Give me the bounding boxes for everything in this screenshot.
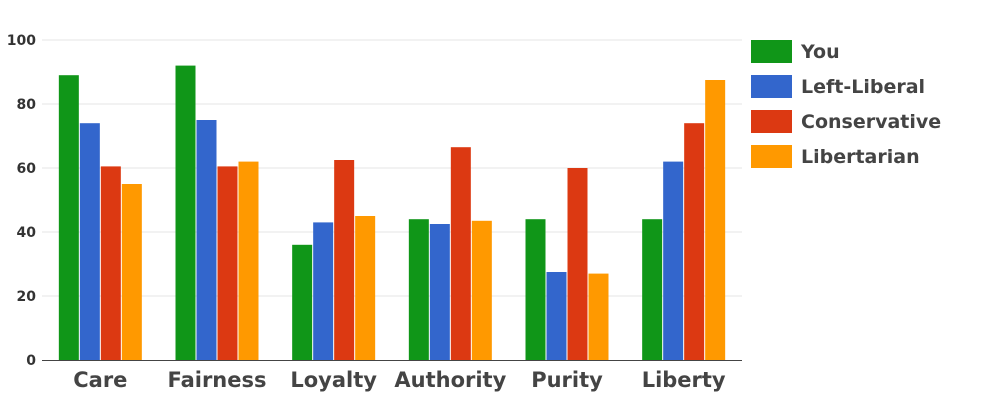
legend-swatch xyxy=(751,75,792,98)
y-tick-label: 40 xyxy=(17,225,37,241)
bar-libertarian-liberty xyxy=(705,80,726,360)
bar-conservative-liberty xyxy=(684,123,705,360)
bar-conservative-purity xyxy=(567,168,588,360)
x-axis: Care Fairness Loyalty Authority Purity Libert… xyxy=(42,360,742,392)
category-label: Liberty xyxy=(642,368,726,392)
legend-item: Left-Liberal xyxy=(751,75,925,98)
y-tick-label: 60 xyxy=(17,161,37,177)
bar-you-purity xyxy=(525,219,546,360)
legend-label: Libertarian xyxy=(801,146,920,168)
bar-left-liberal-fairness xyxy=(196,120,217,360)
bar-you-liberty xyxy=(642,219,663,360)
legend-swatch xyxy=(751,110,792,133)
legend-label: Left-Liberal xyxy=(801,76,925,98)
bar-left-liberal-purity xyxy=(546,272,567,360)
bar-libertarian-purity xyxy=(588,273,609,360)
bar-you-loyalty xyxy=(292,244,313,360)
bar-libertarian-loyalty xyxy=(355,216,376,360)
bar-you-authority xyxy=(408,219,429,360)
legend-item: Conservative xyxy=(751,110,941,133)
bar-left-liberal-care xyxy=(79,123,100,360)
bar-conservative-fairness xyxy=(217,166,238,360)
category-label: Purity xyxy=(531,368,603,392)
bar-left-liberal-authority xyxy=(429,224,450,360)
bar-left-liberal-loyalty xyxy=(313,222,334,360)
legend-label: Conservative xyxy=(801,111,941,133)
y-tick-label: 100 xyxy=(7,33,36,49)
legend-item: Libertarian xyxy=(751,145,920,168)
bar-you-care xyxy=(58,75,79,360)
bars xyxy=(58,65,726,360)
category-label: Fairness xyxy=(167,368,266,392)
y-tick-label: 0 xyxy=(26,353,36,369)
y-axis: 0 20 40 60 80 100 xyxy=(7,33,36,369)
bar-you-fairness xyxy=(175,65,196,360)
category-label: Care xyxy=(73,368,127,392)
bar-left-liberal-liberty xyxy=(663,161,684,360)
legend-label: You xyxy=(800,41,840,63)
bar-libertarian-care xyxy=(121,184,142,360)
gridlines xyxy=(42,39,742,297)
bar-libertarian-authority xyxy=(471,220,492,360)
category-label: Loyalty xyxy=(290,368,377,392)
y-tick-label: 20 xyxy=(17,289,37,305)
bar-conservative-loyalty xyxy=(334,160,355,360)
bar-conservative-care xyxy=(100,166,121,360)
legend-item: You xyxy=(751,40,840,63)
legend: You Left-Liberal Conservative Libertarian xyxy=(751,40,941,168)
legend-swatch xyxy=(751,145,792,168)
y-tick-label: 80 xyxy=(17,97,37,113)
category-label: Authority xyxy=(394,368,506,392)
bar-conservative-authority xyxy=(450,147,471,360)
legend-swatch xyxy=(751,40,792,63)
bar-libertarian-fairness xyxy=(238,161,259,360)
